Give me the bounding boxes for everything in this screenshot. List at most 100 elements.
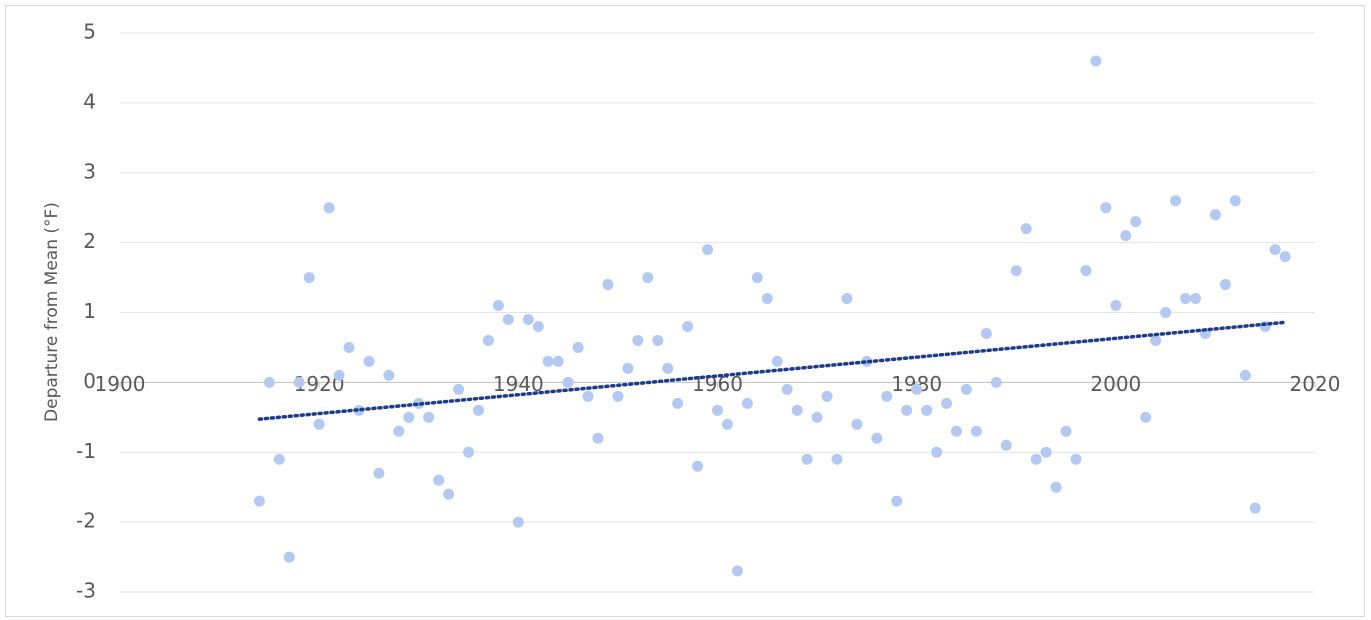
point — [1040, 446, 1052, 458]
point — [980, 327, 992, 339]
point — [652, 334, 664, 346]
chart-border — [5, 5, 1365, 617]
point — [1010, 265, 1022, 277]
point — [1140, 411, 1152, 423]
point — [831, 453, 843, 465]
point — [1000, 439, 1012, 451]
point — [741, 397, 753, 409]
point — [960, 383, 972, 395]
point — [851, 418, 863, 430]
point — [1180, 293, 1192, 305]
point — [941, 397, 953, 409]
point — [1080, 265, 1092, 277]
y-tick-label: 5 — [83, 20, 96, 44]
point — [1150, 334, 1162, 346]
point — [552, 355, 564, 367]
point — [1130, 216, 1142, 228]
point — [1030, 453, 1042, 465]
point — [891, 495, 903, 507]
point — [1120, 230, 1132, 242]
point — [682, 320, 694, 332]
point — [502, 313, 514, 325]
point — [423, 411, 435, 423]
point — [303, 272, 315, 284]
point — [492, 300, 504, 312]
point — [602, 279, 614, 291]
y-axis-label: Departure from Mean (°F) — [42, 202, 62, 422]
point — [811, 411, 823, 423]
point — [263, 376, 275, 388]
point — [911, 383, 923, 395]
point — [1239, 369, 1251, 381]
point — [383, 369, 395, 381]
x-tick-label: 2000 — [1090, 372, 1141, 396]
point — [463, 446, 475, 458]
point — [901, 404, 913, 416]
point — [522, 313, 534, 325]
y-tick-label: 2 — [83, 229, 96, 253]
y-tick-label: -3 — [76, 579, 96, 603]
y-tick-label: 1 — [83, 299, 96, 323]
point — [1160, 307, 1172, 318]
point — [771, 355, 783, 367]
x-tick-label: 1900 — [95, 372, 146, 396]
point — [313, 418, 325, 430]
point — [881, 390, 893, 402]
point — [253, 495, 265, 507]
y-tick-label: 3 — [83, 159, 96, 183]
point — [1060, 425, 1072, 437]
point — [1229, 195, 1241, 207]
point — [692, 460, 704, 472]
point — [572, 341, 584, 353]
point — [273, 453, 285, 465]
point — [333, 369, 345, 381]
point — [931, 446, 943, 458]
point — [1050, 481, 1062, 493]
point — [1020, 223, 1032, 235]
point — [443, 488, 455, 500]
point — [393, 425, 405, 437]
point — [582, 390, 594, 402]
point — [632, 334, 644, 346]
point — [592, 432, 604, 444]
point — [373, 467, 385, 479]
point — [453, 383, 465, 395]
point — [721, 418, 733, 430]
point — [532, 320, 544, 332]
point — [871, 432, 883, 444]
point — [1100, 202, 1112, 214]
point — [731, 565, 743, 577]
y-tick-label: -2 — [76, 509, 96, 533]
point — [1190, 293, 1201, 305]
point — [751, 272, 763, 284]
x-tick-label: 2020 — [1290, 372, 1341, 396]
point — [841, 293, 853, 305]
trendline — [257, 320, 1287, 421]
y-tick-label: 4 — [83, 89, 96, 113]
point — [1090, 55, 1102, 67]
point — [1269, 244, 1281, 256]
point — [951, 425, 962, 437]
point — [473, 404, 484, 416]
point — [712, 404, 723, 416]
y-tick-label: 0 — [83, 369, 96, 393]
point — [343, 341, 355, 353]
point — [781, 383, 793, 395]
x-tick-label: 1960 — [692, 372, 743, 396]
point — [761, 293, 773, 305]
point — [821, 390, 833, 402]
point — [970, 425, 982, 437]
point — [1170, 195, 1182, 207]
point — [323, 202, 335, 214]
point — [363, 355, 375, 367]
point — [1219, 279, 1231, 291]
point — [1249, 502, 1261, 514]
point — [702, 244, 714, 256]
point — [512, 516, 524, 528]
point — [403, 411, 415, 423]
point — [1110, 300, 1122, 312]
point — [642, 272, 654, 284]
point — [921, 404, 933, 416]
point — [1209, 209, 1221, 221]
